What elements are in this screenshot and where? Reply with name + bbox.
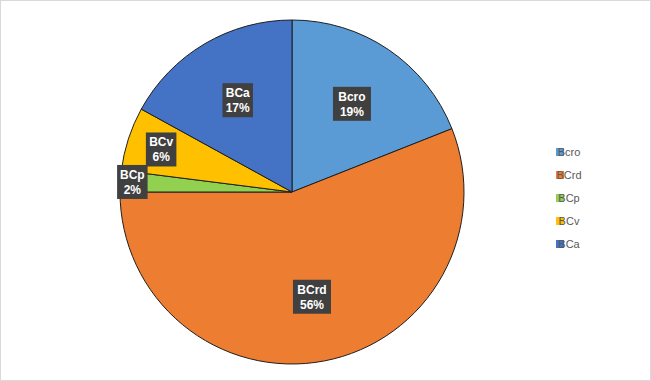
svg-text:Bcro: Bcro xyxy=(558,146,581,158)
svg-text:BCa: BCa xyxy=(558,238,580,250)
svg-text:BCp2%: BCp2% xyxy=(120,168,145,197)
svg-text:BCv: BCv xyxy=(559,215,580,227)
svg-text:BCrd: BCrd xyxy=(556,169,581,181)
svg-text:BCa17%: BCa17% xyxy=(226,86,250,115)
svg-text:BCp: BCp xyxy=(558,192,579,204)
svg-text:BCrd56%: BCrd56% xyxy=(297,283,326,312)
svg-text:Bcro19%: Bcro19% xyxy=(338,90,365,119)
svg-text:BCv6%: BCv6% xyxy=(149,135,173,164)
